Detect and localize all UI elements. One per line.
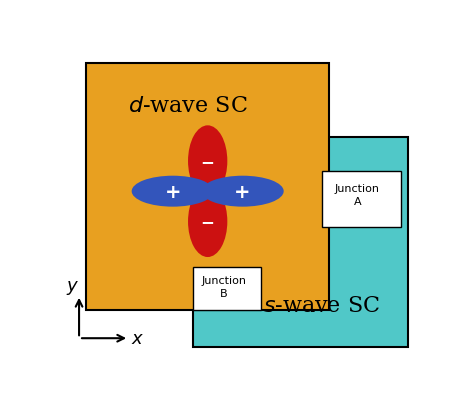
Text: −: − [201, 213, 215, 231]
Bar [194, 267, 261, 310]
Text: $y$: $y$ [66, 278, 79, 296]
Text: +: + [234, 182, 251, 201]
Bar [86, 63, 329, 310]
Bar [322, 172, 401, 227]
Text: $x$: $x$ [131, 329, 145, 347]
Text: Junction
B: Junction B [201, 275, 247, 298]
Text: $d$-wave SC: $d$-wave SC [129, 95, 248, 117]
Ellipse shape [132, 176, 214, 207]
Text: $s$-wave SC: $s$-wave SC [263, 295, 381, 317]
Text: −: − [201, 152, 215, 170]
Ellipse shape [188, 126, 227, 197]
Text: Junction
A: Junction A [335, 184, 380, 206]
Bar [194, 138, 408, 348]
Text: +: + [165, 182, 181, 201]
Ellipse shape [188, 186, 227, 257]
Ellipse shape [201, 176, 284, 207]
